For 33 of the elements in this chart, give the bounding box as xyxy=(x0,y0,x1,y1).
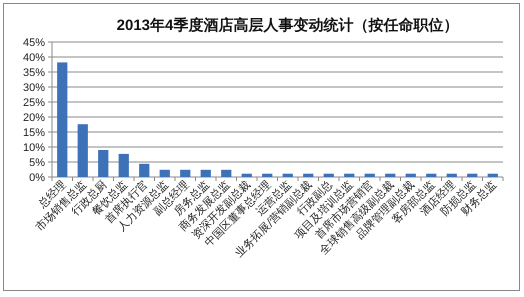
bar xyxy=(406,174,416,177)
bar xyxy=(160,170,170,177)
bar xyxy=(139,164,150,177)
bar xyxy=(118,154,129,177)
bar xyxy=(57,62,68,177)
y-tick-label: 30% xyxy=(22,82,46,94)
chart-title: 2013年4季度酒店高层人事变动统计（按任命职位） xyxy=(116,16,458,34)
y-tick-label: 20% xyxy=(22,112,46,124)
bar xyxy=(98,150,108,177)
y-tick-label: 40% xyxy=(22,52,46,64)
bar xyxy=(180,170,190,177)
y-tick-label: 25% xyxy=(22,97,46,109)
bar xyxy=(324,174,334,177)
y-tick-label: 15% xyxy=(22,127,46,139)
bar xyxy=(446,174,457,177)
bar xyxy=(385,174,396,177)
bar xyxy=(242,174,252,177)
y-tick-label: 5% xyxy=(29,157,46,169)
bar xyxy=(303,174,314,177)
y-tick-label: 45% xyxy=(22,37,46,49)
bar xyxy=(488,174,498,177)
bar xyxy=(78,124,88,177)
y-tick-label: 10% xyxy=(22,142,46,154)
bar xyxy=(282,174,293,177)
bar xyxy=(364,174,375,177)
bar xyxy=(467,174,478,177)
bar xyxy=(262,174,272,177)
bar xyxy=(200,170,211,177)
y-tick-label: 35% xyxy=(22,67,46,79)
bar xyxy=(426,174,436,177)
bar xyxy=(221,170,232,177)
y-tick-label: 0% xyxy=(29,172,46,184)
bar xyxy=(344,174,354,177)
